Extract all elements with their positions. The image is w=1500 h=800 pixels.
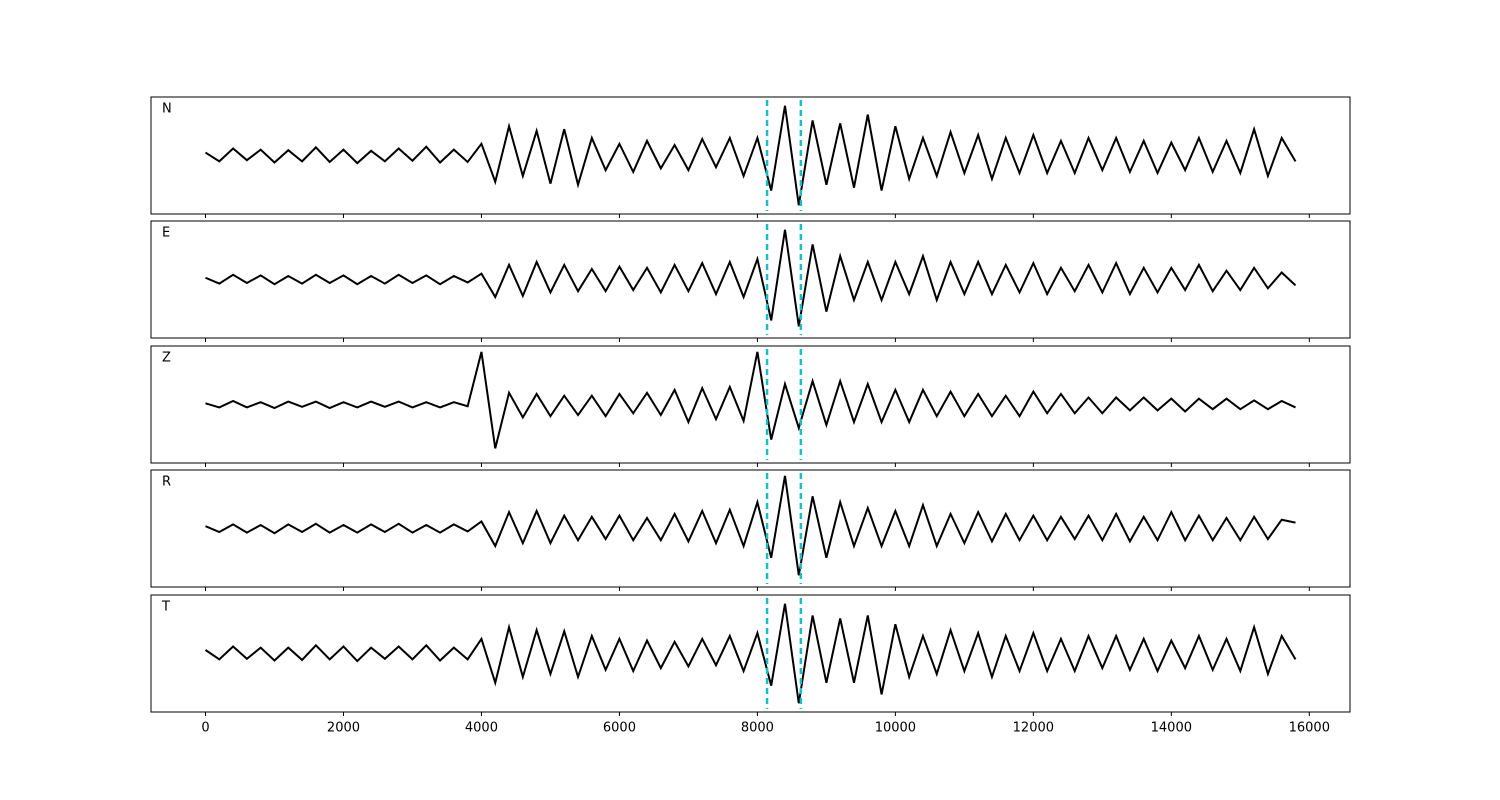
panel-frame xyxy=(150,96,1351,215)
panel-label: Z xyxy=(162,351,171,366)
x-tick-label: 16000 xyxy=(1289,721,1330,736)
waveform xyxy=(205,475,1296,576)
panel-label: E xyxy=(162,226,170,241)
x-tick-label: 10000 xyxy=(875,721,916,736)
panel-frame xyxy=(150,345,1351,464)
x-tick-label: 8000 xyxy=(741,721,774,736)
x-tick-label: 4000 xyxy=(465,721,498,736)
x-tick-label: 14000 xyxy=(1151,721,1192,736)
panel-label: N xyxy=(162,102,172,117)
panel-frame xyxy=(150,220,1351,339)
panel-label: R xyxy=(162,475,171,490)
panel-frame xyxy=(150,469,1351,588)
x-tick-label: 12000 xyxy=(1013,721,1054,736)
x-tick-label: 0 xyxy=(201,721,209,736)
panel-label: T xyxy=(161,600,170,615)
x-tick-label: 2000 xyxy=(327,721,360,736)
waveform xyxy=(205,229,1297,327)
waveform xyxy=(204,603,1297,704)
waveform xyxy=(205,351,1296,449)
x-tick-label: 6000 xyxy=(603,721,636,736)
waveform xyxy=(204,105,1297,206)
panel-frame xyxy=(150,594,1351,713)
